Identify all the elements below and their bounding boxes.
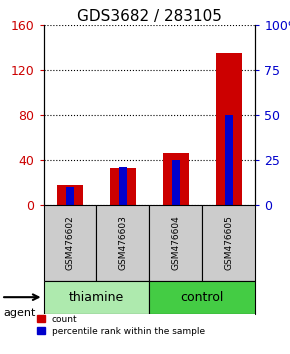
Text: control: control xyxy=(181,291,224,304)
Bar xyxy=(202,205,255,281)
Bar xyxy=(149,205,202,281)
Text: agent: agent xyxy=(3,308,35,318)
Text: GSM476602: GSM476602 xyxy=(66,215,75,270)
Text: GSM476605: GSM476605 xyxy=(224,215,233,270)
Bar xyxy=(163,153,189,205)
Bar xyxy=(96,205,149,281)
Bar xyxy=(110,168,136,205)
Bar xyxy=(215,53,242,205)
Bar xyxy=(172,160,180,205)
Bar xyxy=(149,281,255,314)
Bar xyxy=(66,187,74,205)
Bar xyxy=(44,281,149,314)
Title: GDS3682 / 283105: GDS3682 / 283105 xyxy=(77,8,222,24)
Text: GSM476603: GSM476603 xyxy=(118,215,127,270)
Text: thiamine: thiamine xyxy=(69,291,124,304)
Bar xyxy=(44,205,96,281)
Legend: count, percentile rank within the sample: count, percentile rank within the sample xyxy=(37,315,205,336)
Bar xyxy=(119,167,127,205)
Bar xyxy=(57,184,83,205)
Bar xyxy=(225,115,233,205)
Text: GSM476604: GSM476604 xyxy=(171,215,180,270)
